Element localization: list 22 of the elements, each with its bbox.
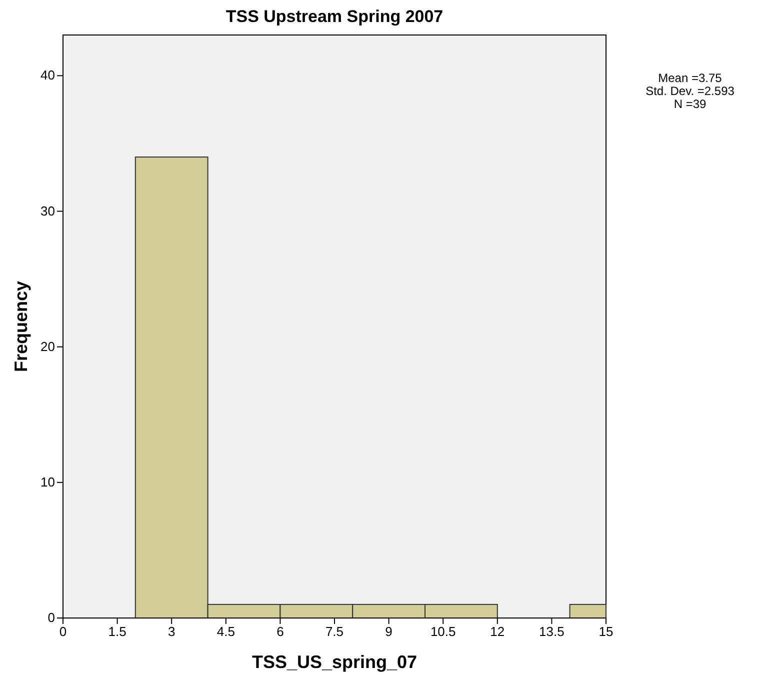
text: Mean =3.75 bbox=[658, 71, 722, 85]
y-tick-label: 10 bbox=[40, 474, 55, 490]
x-tick-label: 4.5 bbox=[216, 624, 235, 639]
text: Std. Dev. =2.593 bbox=[646, 84, 735, 98]
y-axis-title: Frequency bbox=[11, 280, 31, 372]
chart-title: TSS Upstream Spring 2007 bbox=[226, 7, 444, 26]
y-tick-label: 20 bbox=[40, 338, 55, 354]
x-axis-title: TSS_US_spring_07 bbox=[252, 652, 418, 672]
x-tick-label: 0 bbox=[59, 624, 67, 639]
x-tick-label: 7.5 bbox=[325, 624, 344, 639]
y-tick-label: 30 bbox=[40, 203, 55, 218]
x-tick-label: 10.5 bbox=[430, 624, 456, 639]
x-tick-label: 15 bbox=[598, 624, 614, 639]
y-tick-label: 40 bbox=[40, 68, 55, 83]
x-tick-label: 9 bbox=[385, 624, 392, 639]
x-tick-label: 3 bbox=[168, 624, 176, 639]
x-tick-label: 12 bbox=[490, 624, 505, 639]
x-tick-label: 1.5 bbox=[108, 624, 126, 639]
x-tick-label: 13.5 bbox=[539, 624, 564, 639]
x-tick-label: 6 bbox=[276, 624, 284, 639]
text: N =39 bbox=[674, 97, 706, 111]
y-tick-label: 0 bbox=[48, 610, 55, 625]
